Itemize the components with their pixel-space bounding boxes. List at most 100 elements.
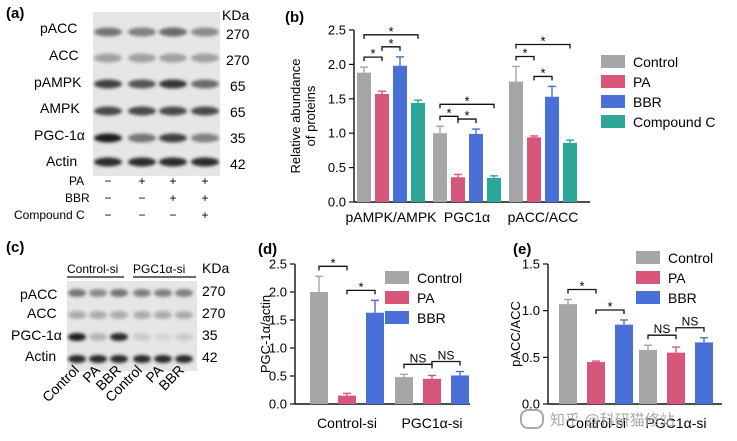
bar-b-pacc-acc-compound-c bbox=[563, 142, 577, 202]
blot-c-band-r3-l1 bbox=[89, 355, 107, 363]
blot-c-band-r0-l0 bbox=[68, 289, 86, 297]
blot-a-band-r3-l0 bbox=[94, 106, 122, 116]
bar-d-control-si-control bbox=[310, 292, 328, 404]
blot-c-label-pgc1a: PGC-1α bbox=[11, 327, 62, 343]
chart-b-ylabel-line-0: Relative abundance bbox=[288, 59, 303, 174]
sig-label-b-8: * bbox=[540, 33, 545, 48]
blot-c-band-r0-l3 bbox=[133, 289, 151, 297]
watermark: 知乎 @科研猫修站 bbox=[520, 404, 730, 434]
bar-d-control-si-bbr bbox=[366, 312, 384, 404]
bar-b-pacc-acc-control bbox=[509, 81, 523, 202]
group-label-pgc1a-si: PGC1α-si bbox=[133, 262, 185, 276]
chart-b-ytick-label-1: 0.5 bbox=[328, 160, 346, 175]
blot-a-band-r5-l2 bbox=[159, 157, 187, 167]
chart-b-ytick-label-5: 2.5 bbox=[328, 23, 346, 38]
blot-a-band-r3-l2 bbox=[159, 106, 187, 116]
bar-b-pacc-acc-bbr bbox=[545, 96, 559, 202]
blot-a-kda-acc: 270 bbox=[226, 52, 250, 68]
bar-e-control-si-pa bbox=[587, 362, 605, 404]
legend-swatch-b-control bbox=[601, 55, 625, 68]
blot-a-band-r4-l0 bbox=[94, 133, 122, 143]
blot-c bbox=[67, 281, 197, 371]
chart-b-category-pacc-acc: pACC/ACC bbox=[508, 209, 579, 225]
watermark-text: 知乎 @科研猫修站 bbox=[550, 410, 675, 429]
blot-c-band-r1-l1 bbox=[89, 311, 107, 319]
blot-a-kda-ampk: 65 bbox=[230, 104, 246, 120]
sig-bracket-d-3 bbox=[431, 360, 461, 366]
bbr-sign-3: + bbox=[169, 191, 176, 205]
bar-d-pgc1-si-bbr bbox=[451, 375, 469, 404]
panel-e-letter: (e) bbox=[513, 241, 531, 258]
chart-d-ytick-label-1: 0.5 bbox=[269, 369, 287, 384]
bar-b-pampk-ampk-bbr bbox=[393, 65, 407, 202]
blot-a-kda-pgc1a: 35 bbox=[230, 130, 246, 146]
panel-c-row-labels: pACC ACC PGC-1α Actin bbox=[11, 286, 62, 364]
sig-bracket-e-3 bbox=[675, 327, 705, 332]
pa-sign-3: + bbox=[169, 174, 176, 188]
sig-label-b-3: * bbox=[446, 105, 451, 120]
legend-label-b-pa: PA bbox=[633, 74, 651, 90]
legend-swatch-d-control bbox=[385, 271, 409, 284]
legend-swatch-b-pa bbox=[601, 75, 625, 88]
blot-a-band-r4-l3 bbox=[191, 133, 219, 143]
blot-c-band-r3-l3 bbox=[133, 355, 151, 363]
legend-label-b-bbr: BBR bbox=[633, 94, 662, 110]
blot-a-band-r3-l3 bbox=[191, 106, 219, 116]
bar-e-pgc1-si-bbr bbox=[695, 342, 713, 404]
blot-c-kda-pgc1a: 35 bbox=[202, 327, 218, 343]
blot-a-label-pgc1a: PGC-1α bbox=[34, 127, 85, 143]
sig-bracket-d-1 bbox=[346, 289, 376, 295]
sig-bracket-b-0 bbox=[363, 56, 383, 62]
panel-a: (a) KDa pACC ACC pAMPK AMPK PGC-1α Actin… bbox=[6, 5, 250, 222]
blot-a-band-r1-l0 bbox=[94, 53, 122, 63]
sig-label-e-0: * bbox=[579, 278, 584, 293]
panel-d: (d) 0.0 0.5 1.0 1.5 2.0 2.5 PGC-1α/actin Contro… bbox=[258, 241, 470, 431]
blot-a-band-r0-l3 bbox=[191, 27, 219, 37]
blot-c-kda-actin: 42 bbox=[202, 349, 218, 365]
legend-label-d-pa: PA bbox=[417, 290, 435, 306]
sig-label-b-2: * bbox=[388, 24, 393, 39]
chart-b-ytick-label-2: 1.0 bbox=[328, 126, 346, 141]
compound-c-sign-3: − bbox=[169, 208, 176, 222]
panel-a-treatment-table: PA BBR Compound C − + + + − − + + − − − … bbox=[14, 174, 209, 222]
chart-b-category-pgc1: PGC1α bbox=[444, 209, 490, 225]
chart-d-ylabel-line-0: PGC-1α/actin bbox=[258, 295, 273, 373]
blot-a-band-r3-l1 bbox=[128, 106, 156, 116]
sig-label-d-2: NS bbox=[410, 351, 427, 365]
blot-a-membrane bbox=[93, 12, 220, 176]
blot-c-band-r2-l0 bbox=[68, 333, 86, 341]
chart-e-ytick-label-2: 1.0 bbox=[522, 303, 540, 318]
treatment-label-bbr: BBR bbox=[65, 191, 90, 205]
group-label-control-si: Control-si bbox=[67, 262, 118, 276]
blot-a-band-r2-l3 bbox=[191, 79, 219, 89]
legend-label-e-pa: PA bbox=[668, 270, 686, 286]
bar-e-pgc1-si-pa bbox=[667, 352, 685, 404]
blot-c-band-r0-l5 bbox=[175, 289, 193, 297]
blot-a-label-actin: Actin bbox=[46, 153, 77, 169]
bbr-sign-2: − bbox=[138, 191, 145, 205]
blot-c-band-r1-l3 bbox=[133, 311, 151, 319]
blot-a-label-pampk: pAMPK bbox=[34, 74, 82, 90]
blot-c-band-r3-l2 bbox=[110, 355, 128, 363]
chart-d-ytick-label-0: 0.0 bbox=[269, 397, 287, 412]
blot-c-band-r0-l2 bbox=[110, 289, 128, 297]
blot-a-label-acc: ACC bbox=[49, 47, 79, 63]
chart-d-category-control-si: Control-si bbox=[317, 415, 377, 431]
bar-d-control-si-pa bbox=[338, 395, 356, 404]
compound-c-sign-1: − bbox=[104, 208, 111, 222]
panel-a-kda-values: 270 270 65 65 35 42 bbox=[226, 26, 250, 172]
sig-bracket-d-2 bbox=[403, 363, 433, 369]
blot-a-band-r0-l0 bbox=[94, 27, 122, 37]
blot-c-band-r3-l0 bbox=[68, 355, 86, 363]
sig-bracket-b-4 bbox=[457, 118, 477, 124]
bbr-sign-4: + bbox=[201, 191, 208, 205]
panel-b-letter: (b) bbox=[285, 9, 304, 26]
chart-b-category-pampk-ampk: pAMPK/AMPK bbox=[345, 209, 437, 225]
panel-e: (e) 0.0 0.5 1.0 1.5 pACC/ACC Control-si PGC1α-… bbox=[508, 241, 722, 431]
blot-c-band-r3-l4 bbox=[154, 355, 172, 363]
chart-d-ytick-label-2: 1.0 bbox=[269, 341, 287, 356]
blot-a bbox=[93, 12, 220, 176]
blot-a-label-pacc: pACC bbox=[40, 20, 77, 36]
blot-c-band-r1-l5 bbox=[175, 311, 193, 319]
panel-d-letter: (d) bbox=[258, 241, 277, 258]
